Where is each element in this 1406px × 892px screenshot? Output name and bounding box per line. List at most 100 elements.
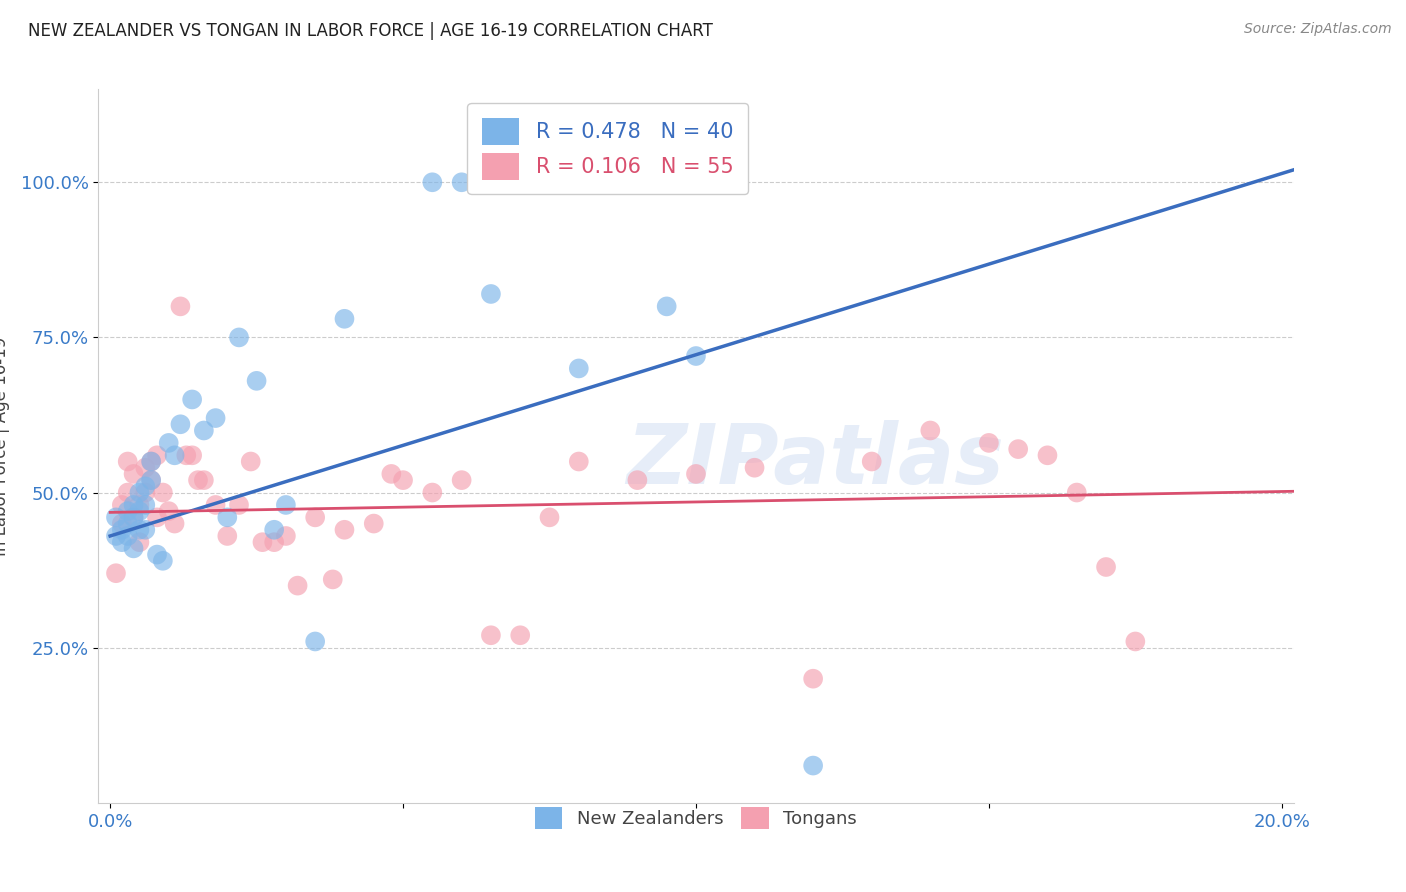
Point	[450, 175, 472, 189]
Point	[193, 424, 215, 438]
Point	[146, 548, 169, 562]
Point	[181, 448, 204, 462]
Point	[157, 504, 180, 518]
Text: NEW ZEALANDER VS TONGAN IN LABOR FORCE | AGE 16-19 CORRELATION CHART: NEW ZEALANDER VS TONGAN IN LABOR FORCE |…	[28, 22, 713, 40]
Point	[105, 529, 128, 543]
Point	[685, 349, 707, 363]
Point	[163, 516, 186, 531]
Point	[217, 510, 239, 524]
Point	[117, 454, 139, 468]
Point	[252, 535, 274, 549]
Point	[801, 758, 824, 772]
Point	[152, 485, 174, 500]
Point	[801, 672, 824, 686]
Point	[181, 392, 204, 407]
Point	[134, 479, 156, 493]
Legend: New Zealanders, Tongans: New Zealanders, Tongans	[520, 793, 872, 844]
Point	[363, 516, 385, 531]
Point	[187, 473, 209, 487]
Point	[141, 473, 163, 487]
Point	[128, 535, 150, 549]
Point	[134, 523, 156, 537]
Point	[422, 175, 444, 189]
Point	[122, 510, 145, 524]
Point	[450, 473, 472, 487]
Point	[141, 454, 163, 468]
Point	[128, 498, 150, 512]
Point	[128, 504, 150, 518]
Point	[122, 510, 145, 524]
Point	[128, 485, 150, 500]
Point	[1036, 448, 1059, 462]
Point	[111, 523, 134, 537]
Point	[217, 529, 239, 543]
Point	[380, 467, 402, 481]
Point	[1007, 442, 1029, 456]
Point	[169, 417, 191, 432]
Point	[146, 510, 169, 524]
Point	[1095, 560, 1118, 574]
Y-axis label: In Labor Force | Age 16-19: In Labor Force | Age 16-19	[0, 336, 10, 556]
Point	[304, 510, 326, 524]
Point	[263, 523, 285, 537]
Point	[920, 424, 942, 438]
Point	[479, 287, 502, 301]
Point	[128, 523, 150, 537]
Point	[157, 436, 180, 450]
Point	[169, 299, 191, 313]
Point	[105, 566, 128, 581]
Point	[274, 529, 297, 543]
Point	[568, 454, 591, 468]
Point	[134, 485, 156, 500]
Point	[509, 628, 531, 642]
Point	[274, 498, 297, 512]
Text: ZIPatlas: ZIPatlas	[627, 420, 1004, 500]
Point	[141, 473, 163, 487]
Point	[152, 554, 174, 568]
Point	[228, 498, 250, 512]
Point	[122, 467, 145, 481]
Text: Source: ZipAtlas.com: Source: ZipAtlas.com	[1244, 22, 1392, 37]
Point	[538, 510, 561, 524]
Point	[111, 535, 134, 549]
Point	[1066, 485, 1088, 500]
Point	[134, 460, 156, 475]
Point	[977, 436, 1000, 450]
Point	[174, 448, 197, 462]
Point	[122, 541, 145, 556]
Point	[105, 510, 128, 524]
Point	[860, 454, 883, 468]
Point	[626, 473, 648, 487]
Point	[1125, 634, 1147, 648]
Point	[333, 311, 356, 326]
Point	[111, 498, 134, 512]
Point	[479, 628, 502, 642]
Point	[287, 579, 309, 593]
Point	[111, 516, 134, 531]
Point	[122, 498, 145, 512]
Point	[685, 467, 707, 481]
Point	[163, 448, 186, 462]
Point	[422, 485, 444, 500]
Point	[134, 498, 156, 512]
Point	[322, 573, 344, 587]
Point	[333, 523, 356, 537]
Point	[117, 516, 139, 531]
Point	[117, 529, 139, 543]
Point	[304, 634, 326, 648]
Point	[141, 454, 163, 468]
Point	[568, 361, 591, 376]
Point	[193, 473, 215, 487]
Point	[392, 473, 415, 487]
Point	[117, 504, 139, 518]
Point	[655, 299, 678, 313]
Point	[246, 374, 269, 388]
Point	[239, 454, 262, 468]
Point	[146, 448, 169, 462]
Point	[228, 330, 250, 344]
Point	[204, 498, 226, 512]
Point	[204, 411, 226, 425]
Point	[263, 535, 285, 549]
Point	[117, 485, 139, 500]
Point	[744, 460, 766, 475]
